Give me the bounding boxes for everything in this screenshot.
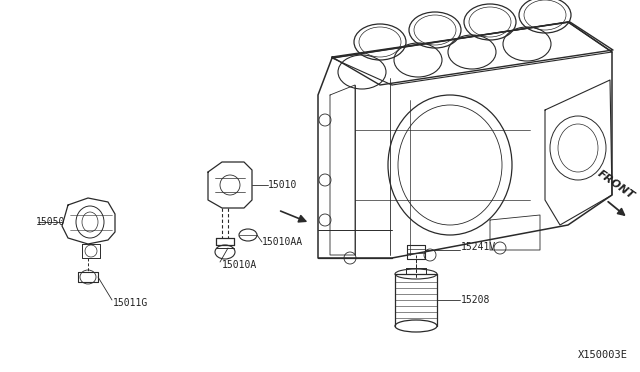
Text: 15010AA: 15010AA <box>262 237 303 247</box>
Text: FRONT: FRONT <box>596 169 637 201</box>
Text: 15011G: 15011G <box>113 298 148 308</box>
Text: 15010: 15010 <box>268 180 298 190</box>
Text: 15241V: 15241V <box>461 242 496 252</box>
Text: 15050: 15050 <box>36 217 65 227</box>
Text: X150003E: X150003E <box>578 350 628 360</box>
Text: 15208: 15208 <box>461 295 490 305</box>
Text: 15010A: 15010A <box>222 260 257 270</box>
